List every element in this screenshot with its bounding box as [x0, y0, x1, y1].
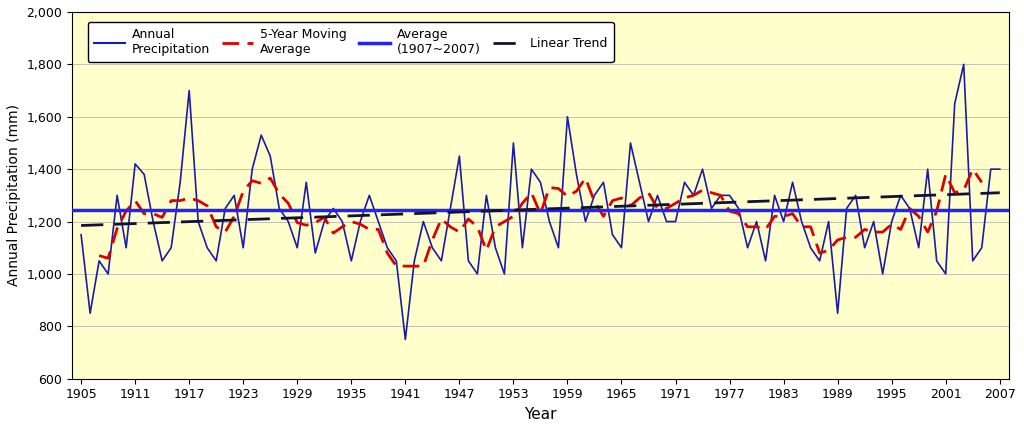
Y-axis label: Annual Precipitation (mm): Annual Precipitation (mm)	[7, 104, 20, 287]
X-axis label: Year: Year	[524, 407, 557, 422]
Legend: Annual
Precipitation, 5-Year Moving
Average, Average
(1907~2007), Linear Trend: Annual Precipitation, 5-Year Moving Aver…	[88, 22, 614, 62]
